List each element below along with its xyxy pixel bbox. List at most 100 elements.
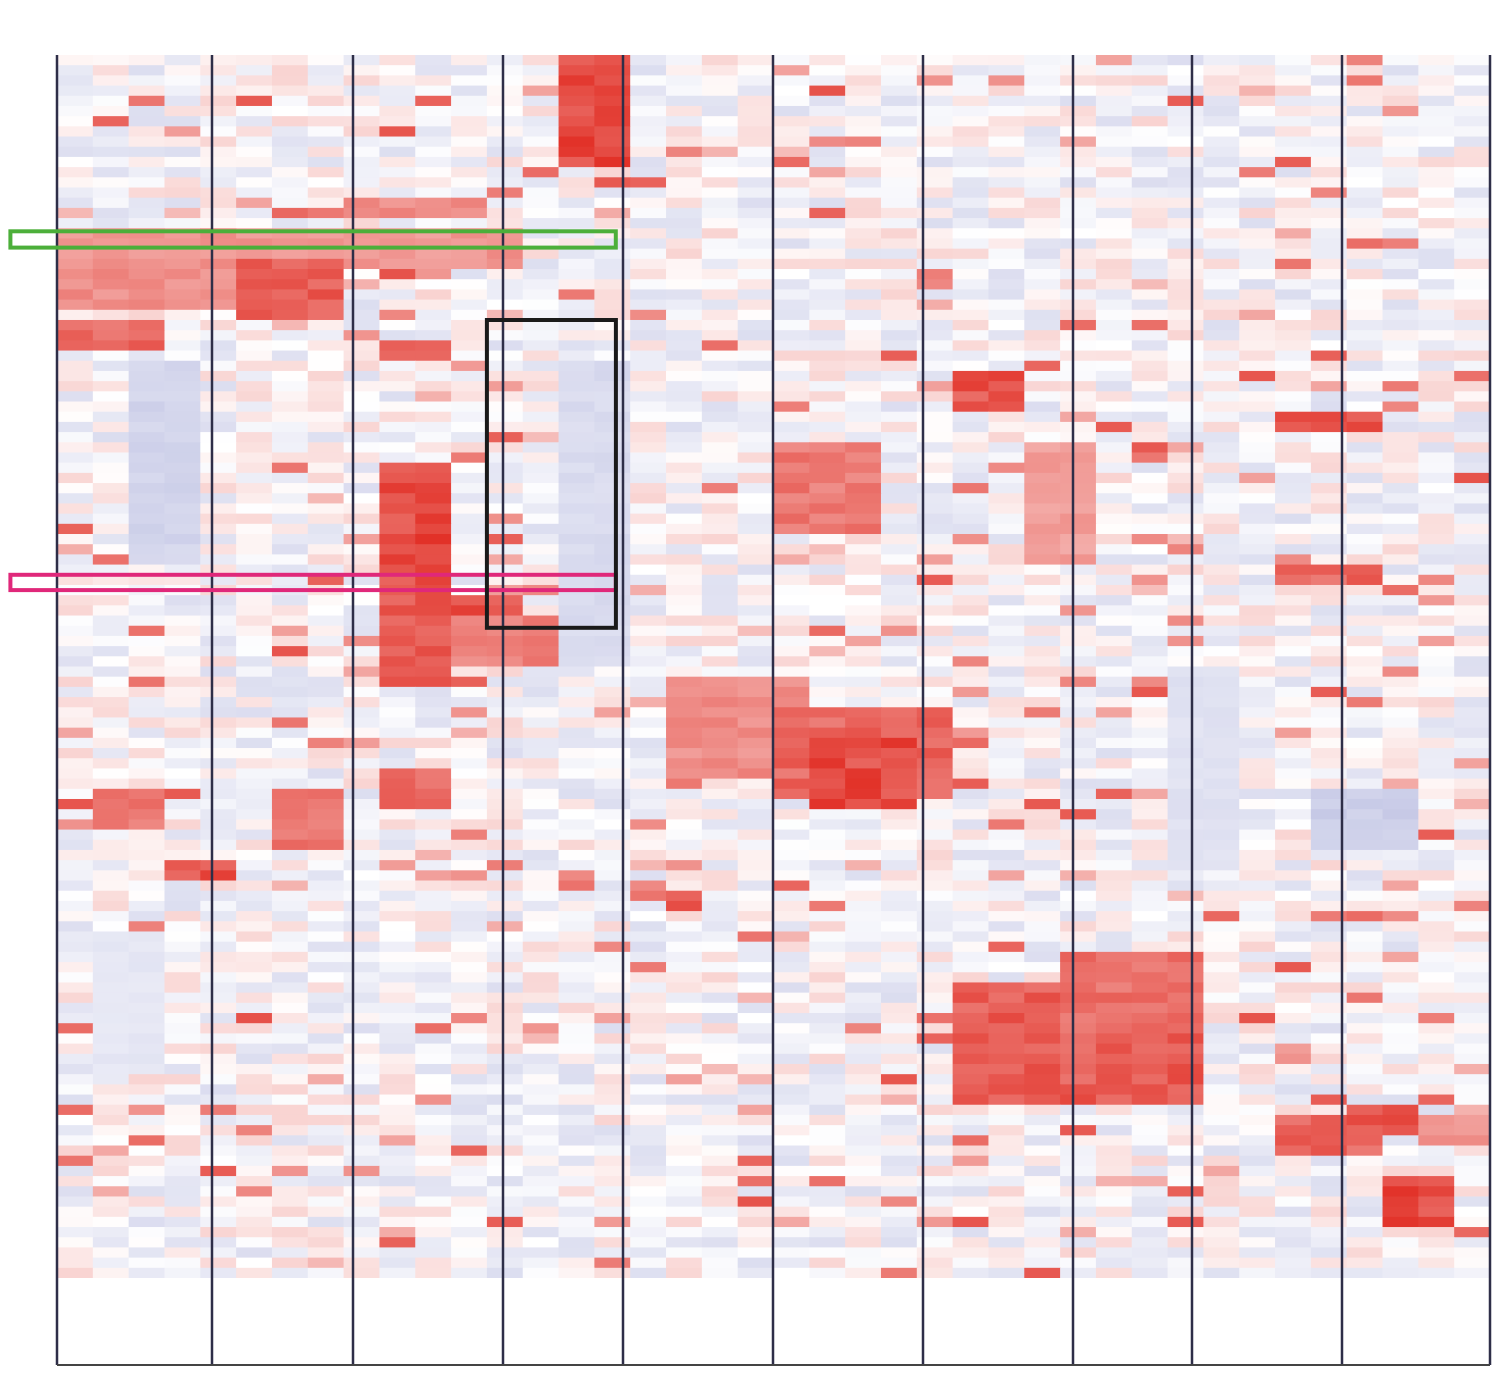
heatmap-cell [1203,258,1240,270]
heatmap-cell [1131,1094,1169,1106]
heatmap-cell [271,982,309,994]
heatmap-cell [701,248,739,260]
heatmap-cell [666,870,703,882]
heatmap-cell [307,472,345,484]
heatmap-cell [594,187,631,199]
heatmap-cell [1239,258,1276,270]
heatmap-cell [594,951,631,963]
heatmap-cell [880,472,918,484]
heatmap-cell [92,788,130,800]
heatmap-cell [773,1145,810,1157]
heatmap-cell [522,177,560,189]
heatmap-cell [988,197,1025,209]
heatmap-cell [809,798,846,810]
heatmap-cell [809,982,846,994]
heatmap-cell [1310,1043,1348,1055]
heatmap-cell [343,1227,381,1238]
heatmap-cell [1239,1074,1276,1085]
heatmap-cell [880,534,918,545]
heatmap-cell [92,432,130,443]
heatmap-cell [1275,880,1312,892]
heatmap-cell [379,972,416,984]
heatmap-cell [522,900,560,912]
heatmap-cell [809,1206,846,1218]
heatmap-cell [1095,544,1133,555]
heatmap-cell [343,768,381,780]
heatmap-cell [1024,95,1061,107]
heatmap-cell [988,432,1025,443]
heatmap-cell [1167,85,1205,97]
heatmap-cell [1275,258,1312,270]
heatmap-cell [1060,584,1097,596]
heatmap-cell [630,513,667,525]
heatmap-cell [916,849,954,861]
heatmap-cell [343,697,381,708]
heatmap-cell [630,544,667,555]
heatmap-cell [952,1247,990,1259]
heatmap-cell [1382,146,1419,158]
heatmap-cell [379,462,416,474]
heatmap-cell [630,1033,667,1045]
heatmap-cell [916,493,954,505]
heatmap-cell [988,860,1025,871]
heatmap-cell [952,911,990,922]
heatmap-cell [1167,248,1205,260]
heatmap-cell [666,635,703,647]
heatmap-cell [1024,228,1061,240]
heatmap-cell [701,177,739,189]
heatmap-cell [952,177,990,189]
heatmap-cell [1131,1013,1169,1024]
heatmap-cell [236,972,273,984]
heatmap-cell [1418,778,1455,790]
heatmap-cell [845,1002,882,1014]
heatmap-cell [128,1145,166,1157]
heatmap-cell [307,1094,345,1106]
heatmap-cell [845,941,882,953]
heatmap-cell [522,1145,560,1157]
heatmap-cell [415,381,452,392]
heatmap-cell [952,992,990,1004]
heatmap-cell [379,646,416,657]
heatmap-cell [271,1053,309,1065]
heatmap-cell [737,319,775,331]
heatmap-cell [630,992,667,1004]
heatmap-cell [558,360,595,372]
heatmap-cell [1275,360,1312,372]
heatmap-cell [558,788,595,800]
heatmap-cell [415,1247,452,1259]
heatmap-cell [916,1176,954,1187]
heatmap-cell [1418,289,1455,301]
heatmap-cell [451,615,488,627]
heatmap-cell [128,146,166,158]
heatmap-cell [415,849,452,861]
heatmap-cell [558,370,595,382]
heatmap-cell [880,319,918,331]
heatmap-cell [1131,238,1169,250]
heatmap-cell [200,1043,237,1055]
heatmap-cell [666,289,703,301]
heatmap-cell [1060,1176,1097,1187]
heatmap-cell [1167,75,1205,87]
heatmap-cell [1095,1125,1133,1136]
heatmap-cell [379,635,416,647]
heatmap-cell [379,574,416,586]
heatmap-cell [594,523,631,535]
heatmap-cell [92,1267,130,1279]
heatmap-cell [271,269,309,280]
heatmap-cell [630,1257,667,1269]
heatmap-cell [486,849,524,861]
heatmap-cell [1024,931,1061,943]
heatmap-cell [415,330,452,341]
heatmap-cell [1095,442,1133,454]
heatmap-cell [773,686,810,698]
heatmap-cell [236,55,273,66]
heatmap-cell [1310,156,1348,168]
heatmap-cell [701,992,739,1004]
heatmap-cell [236,890,273,902]
heatmap-cell [164,615,201,627]
heatmap-cell [1203,228,1240,240]
heatmap-cell [343,707,381,719]
heatmap-cell [1239,951,1276,963]
heatmap-cell [845,1114,882,1126]
heatmap-cell [1382,829,1419,841]
